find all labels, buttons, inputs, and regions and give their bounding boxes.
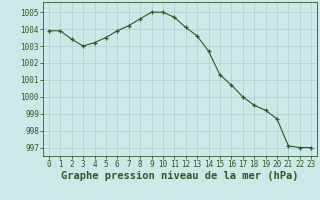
X-axis label: Graphe pression niveau de la mer (hPa): Graphe pression niveau de la mer (hPa): [61, 171, 299, 181]
